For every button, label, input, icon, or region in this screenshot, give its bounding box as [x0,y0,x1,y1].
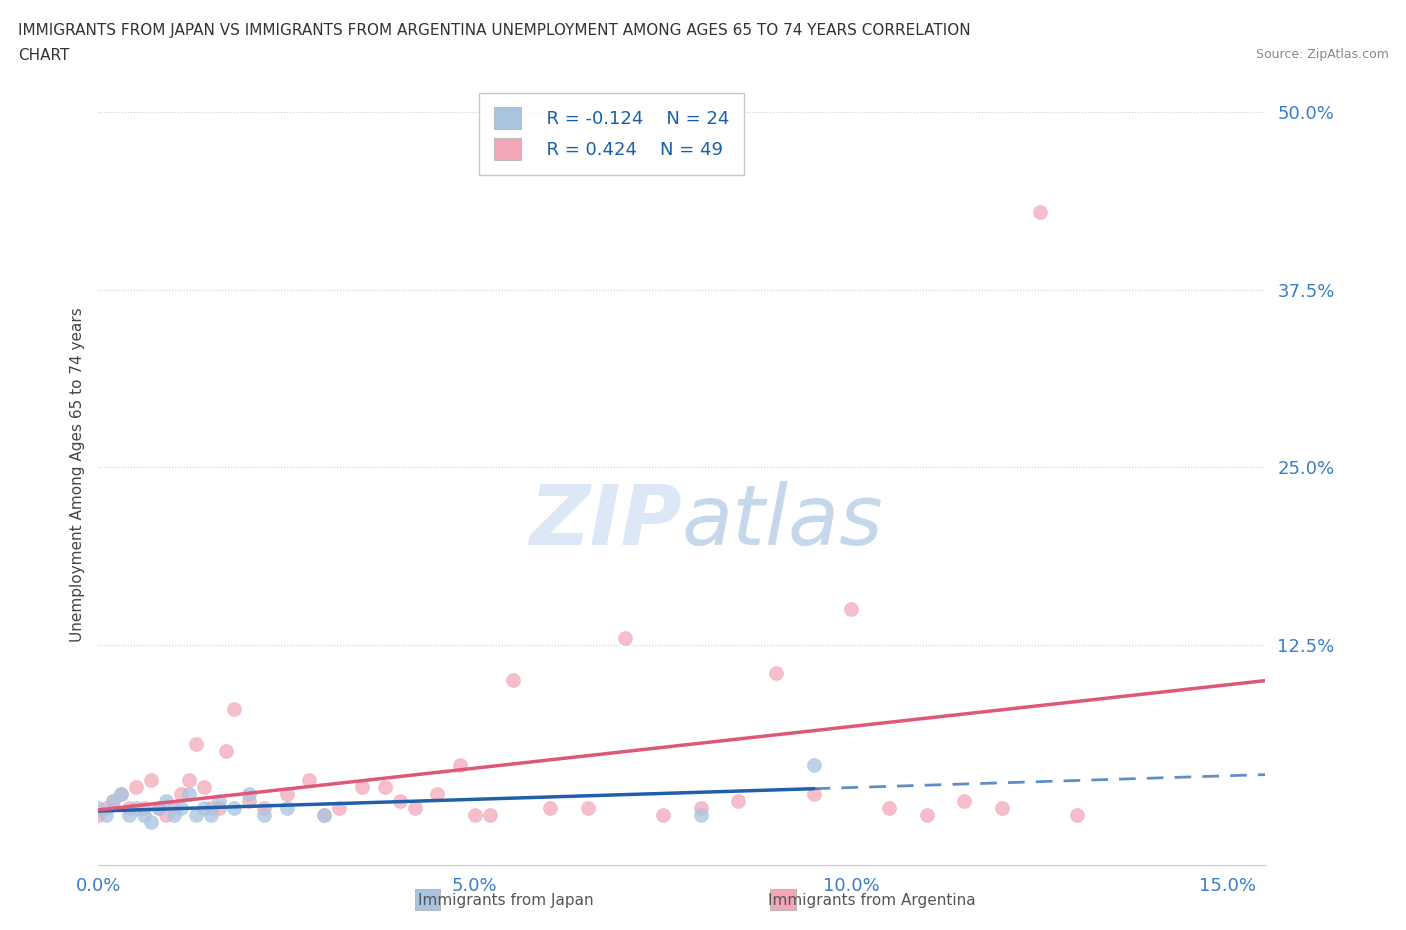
Point [200,801,222,816]
Point [991,801,1014,816]
Text: Immigrants from Japan: Immigrants from Japan [419,893,593,908]
Point [1066,808,1088,823]
Point [103,793,125,808]
Point [404,801,426,816]
Point [208,793,231,808]
Point [177,787,200,802]
Point [163,808,186,823]
Point [155,793,177,808]
Point [170,787,193,802]
Point [426,787,449,802]
Point [193,779,215,794]
Point [350,779,373,794]
Point [186,808,208,823]
Point [276,801,298,816]
Point [253,801,276,816]
Point [170,801,193,816]
Point [132,808,155,823]
Point [373,779,395,794]
Point [87,808,110,823]
Point [464,808,486,823]
Legend:   R = -0.124    N = 24,   R = 0.424    N = 49: R = -0.124 N = 24, R = 0.424 N = 49 [479,93,744,175]
Point [94,801,117,816]
Point [222,801,245,816]
Point [193,801,215,816]
Text: ZIP: ZIP [529,481,682,562]
Point [727,793,749,808]
Point [276,787,298,802]
Point [839,602,862,617]
Point [208,801,231,816]
Point [238,793,260,808]
Point [103,793,125,808]
Point [502,672,524,687]
Point [87,801,110,816]
Text: CHART: CHART [18,48,70,63]
Point [215,744,238,759]
Point [538,801,561,816]
Point [148,801,170,816]
Point [803,787,825,802]
Point [803,758,825,773]
Text: Immigrants from Argentina: Immigrants from Argentina [768,893,976,908]
Point [314,808,336,823]
Point [478,808,501,823]
Point [576,801,599,816]
Point [132,801,155,816]
Point [449,758,471,773]
Point [94,808,117,823]
Point [110,787,132,802]
Point [177,772,200,787]
Point [117,808,139,823]
Point [314,808,336,823]
Point [125,801,148,816]
Text: atlas: atlas [682,481,883,562]
Text: Source: ZipAtlas.com: Source: ZipAtlas.com [1256,48,1389,61]
Point [298,772,321,787]
Y-axis label: Unemployment Among Ages 65 to 74 years: Unemployment Among Ages 65 to 74 years [69,307,84,642]
Point [953,793,976,808]
Point [155,808,177,823]
Point [186,737,208,751]
Point [915,808,938,823]
Text: IMMIGRANTS FROM JAPAN VS IMMIGRANTS FROM ARGENTINA UNEMPLOYMENT AMONG AGES 65 TO: IMMIGRANTS FROM JAPAN VS IMMIGRANTS FROM… [18,23,972,38]
Point [765,666,787,681]
Point [238,787,260,802]
Point [222,701,245,716]
Point [139,772,162,787]
Point [139,815,162,830]
Point [117,801,139,816]
Point [125,779,148,794]
Point [1028,204,1050,219]
Point [110,787,132,802]
Point [253,808,276,823]
Point [689,808,711,823]
Point [614,631,637,645]
Point [652,808,675,823]
Point [388,793,411,808]
Point [148,801,170,816]
Point [689,801,711,816]
Point [877,801,900,816]
Point [163,801,186,816]
Point [328,801,350,816]
Point [200,808,222,823]
